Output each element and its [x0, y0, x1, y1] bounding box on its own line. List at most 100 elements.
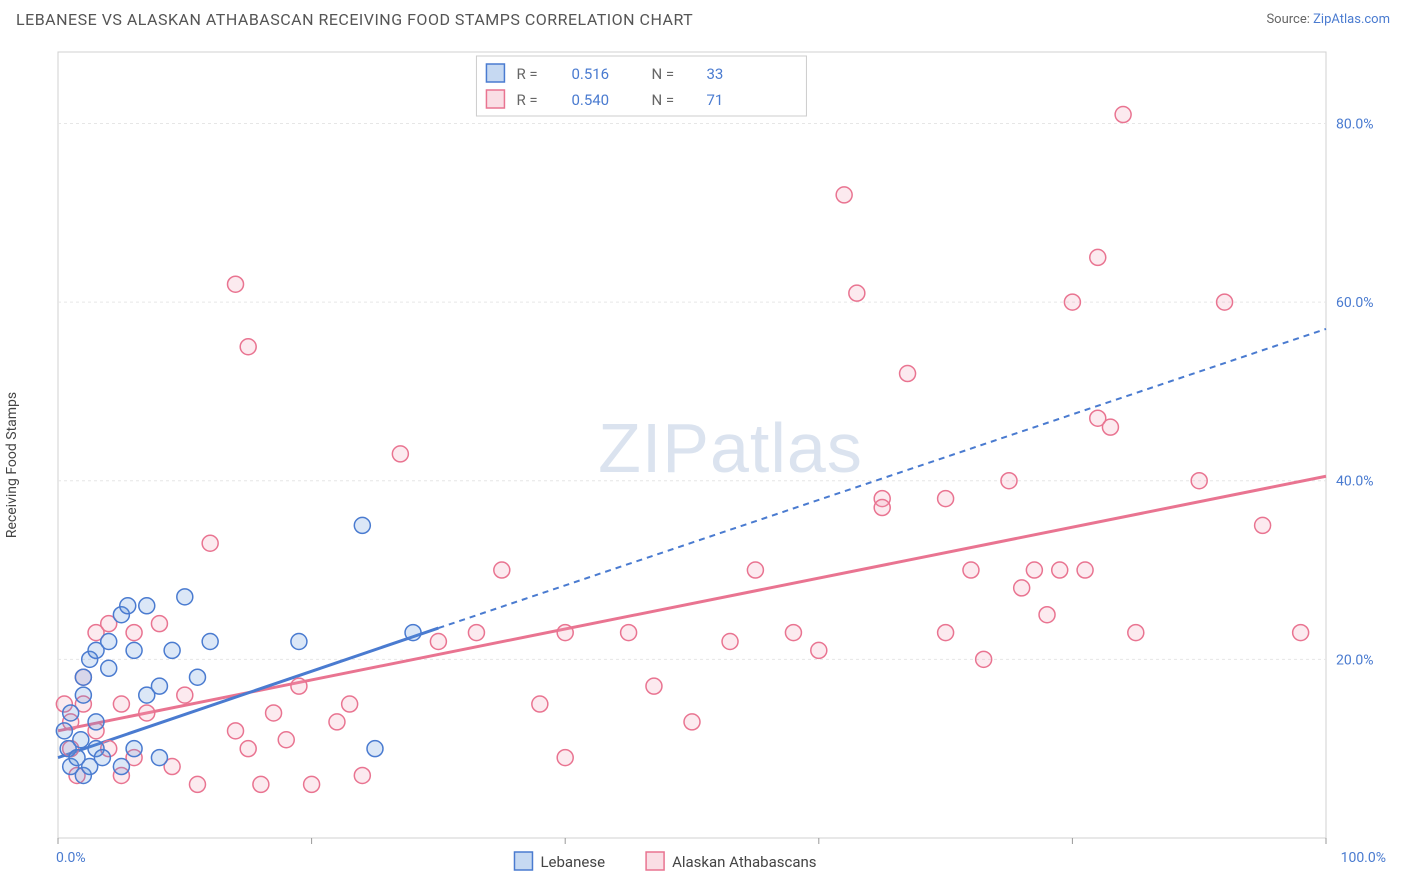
scatter-chart: 20.0% 40.0% 60.0% 80.0% 0.0% 100.0% R = 0.516 N …	[16, 44, 1390, 886]
data-point	[75, 687, 91, 703]
data-point	[1001, 473, 1017, 489]
data-point	[963, 562, 979, 578]
data-point	[785, 625, 801, 641]
legend-r-label: R =	[516, 91, 537, 109]
data-point	[63, 705, 79, 721]
x-tick-label: 100.0%	[1341, 850, 1386, 866]
data-point	[1052, 562, 1068, 578]
legend-swatch	[514, 852, 532, 870]
data-point	[151, 750, 167, 766]
data-point	[126, 625, 142, 641]
data-point	[113, 759, 129, 775]
legend-swatch	[486, 64, 504, 82]
data-point	[900, 366, 916, 382]
data-point	[177, 687, 193, 703]
data-point	[202, 535, 218, 551]
data-point	[94, 750, 110, 766]
data-point	[646, 678, 662, 694]
data-point	[266, 705, 282, 721]
data-point	[430, 634, 446, 650]
source-attribution: Source: ZipAtlas.com	[1266, 12, 1390, 27]
data-point	[202, 634, 218, 650]
data-point	[1090, 249, 1106, 265]
data-point	[73, 732, 89, 748]
data-point	[240, 741, 256, 757]
data-point	[354, 517, 370, 533]
data-point	[621, 625, 637, 641]
data-point	[329, 714, 345, 730]
data-point	[392, 446, 408, 462]
data-point	[291, 634, 307, 650]
y-tick-label: 20.0%	[1336, 652, 1374, 668]
data-point	[1039, 607, 1055, 623]
legend-series-label: Lebanese	[540, 853, 605, 871]
data-point	[468, 625, 484, 641]
data-point	[684, 714, 700, 730]
data-point	[278, 732, 294, 748]
data-point	[139, 598, 155, 614]
data-point	[874, 500, 890, 516]
data-point	[151, 616, 167, 632]
x-tick-label: 0.0%	[56, 850, 86, 866]
data-point	[1014, 580, 1030, 596]
data-point	[113, 696, 129, 712]
y-tick-label: 40.0%	[1336, 474, 1374, 490]
data-point	[342, 696, 358, 712]
data-point	[849, 285, 865, 301]
data-point	[1026, 562, 1042, 578]
chart-area: Receiving Food Stamps ZIPatlas 20.0%40.0…	[16, 44, 1390, 886]
data-point	[1115, 107, 1131, 123]
data-point	[291, 678, 307, 694]
data-point	[938, 625, 954, 641]
data-point	[253, 776, 269, 792]
data-point	[189, 776, 205, 792]
data-point	[139, 705, 155, 721]
data-point	[747, 562, 763, 578]
data-point	[189, 669, 205, 685]
legend-series-label: Alaskan Athabascans	[672, 853, 816, 871]
data-point	[557, 750, 573, 766]
data-point	[126, 642, 142, 658]
data-point	[1255, 517, 1271, 533]
legend-r-value: 0.540	[571, 91, 609, 109]
legend-r-value: 0.516	[571, 65, 609, 83]
source-label: Source:	[1266, 12, 1309, 27]
data-point	[494, 562, 510, 578]
data-point	[1217, 294, 1233, 310]
data-point	[75, 669, 91, 685]
y-tick-label: 60.0%	[1336, 295, 1374, 311]
data-point	[120, 598, 136, 614]
data-point	[101, 634, 117, 650]
data-point	[228, 723, 244, 739]
data-point	[177, 589, 193, 605]
data-point	[304, 776, 320, 792]
y-tick-label: 80.0%	[1336, 116, 1374, 132]
source-link[interactable]: ZipAtlas.com	[1313, 12, 1390, 27]
legend-swatch	[486, 90, 504, 108]
data-point	[1077, 562, 1093, 578]
data-point	[56, 723, 72, 739]
data-point	[126, 741, 142, 757]
data-point	[1191, 473, 1207, 489]
legend-n-label: N =	[651, 91, 674, 109]
data-point	[367, 741, 383, 757]
data-point	[557, 625, 573, 641]
chart-title: LEBANESE VS ALASKAN ATHABASCAN RECEIVING…	[16, 10, 693, 29]
data-point	[722, 634, 738, 650]
data-point	[1128, 625, 1144, 641]
data-point	[151, 678, 167, 694]
data-point	[101, 660, 117, 676]
data-point	[811, 642, 827, 658]
data-point	[240, 339, 256, 355]
data-point	[938, 491, 954, 507]
data-point	[1293, 625, 1309, 641]
legend-swatch	[646, 852, 664, 870]
data-point	[532, 696, 548, 712]
data-point	[1102, 419, 1118, 435]
legend-r-label: R =	[516, 65, 537, 83]
data-point	[1064, 294, 1080, 310]
legend-n-label: N =	[651, 65, 674, 83]
legend-n-value: 33	[706, 65, 723, 83]
y-axis-label: Receiving Food Stamps	[4, 392, 20, 538]
data-point	[164, 642, 180, 658]
